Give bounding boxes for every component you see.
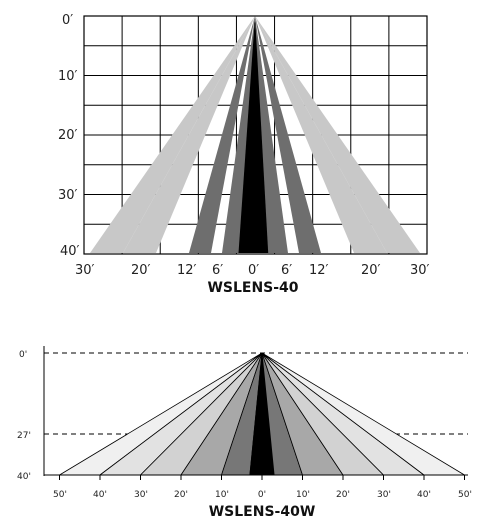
width-label-right-12: 12′ xyxy=(309,263,329,278)
detection-beam xyxy=(189,16,255,253)
distance-label-27: 27' xyxy=(17,431,31,441)
detection-beam xyxy=(123,16,255,253)
width-label-right-6: 6′ xyxy=(281,263,292,278)
width-label-left-10: 10' xyxy=(215,490,229,500)
detection-beam xyxy=(238,16,272,253)
width-label-left-6: 6′ xyxy=(212,263,223,278)
wslens-40-diagram: 0′ 10′ 20′ 30′ 40′ 30′ 20′ 12′ 6′ 0′ 6′ … xyxy=(58,13,430,296)
width-label-left-20: 20′ xyxy=(131,263,151,278)
width-label-left-30: 30' xyxy=(134,490,148,500)
detection-beam xyxy=(255,16,288,253)
grid-frame xyxy=(83,15,428,255)
width-label-left-20: 20' xyxy=(174,490,188,500)
width-label-right-20: 20′ xyxy=(361,263,381,278)
width-ticks xyxy=(59,475,465,480)
distance-label-20: 20′ xyxy=(58,128,78,143)
width-label-right-30: 30' xyxy=(377,490,391,500)
width-label-center-0: 0′ xyxy=(248,263,259,278)
distance-label-40: 40' xyxy=(17,472,31,482)
width-label-left-12: 12′ xyxy=(177,263,197,278)
distance-label-0: 0' xyxy=(19,350,27,360)
distance-label-0: 0′ xyxy=(62,13,73,28)
width-label-left-50: 50' xyxy=(53,490,67,500)
width-label-center-0: 0' xyxy=(258,490,266,500)
detection-beam xyxy=(255,16,420,253)
width-label-right-40: 40' xyxy=(417,490,431,500)
width-label-right-50: 50' xyxy=(458,490,472,500)
width-label-right-10: 10' xyxy=(296,490,310,500)
width-label-right-30: 30′ xyxy=(410,263,430,278)
detection-beam xyxy=(222,16,255,253)
detection-beam xyxy=(90,16,255,253)
detection-beam xyxy=(255,16,321,253)
width-label-right-20: 20' xyxy=(336,490,350,500)
width-label-left-30: 30′ xyxy=(75,263,95,278)
detection-beams xyxy=(59,352,465,476)
distance-label-30: 30′ xyxy=(58,188,78,203)
distance-label-10: 10′ xyxy=(58,69,78,84)
lens-model-title: WSLENS-40W xyxy=(209,504,316,520)
distance-label-40: 40′ xyxy=(60,244,80,259)
lens-model-title: WSLENS-40 xyxy=(207,280,298,296)
wslens-40w-diagram: 0' 27' 40' 50' 40' 30' 20' 10' 0' 10' 20… xyxy=(17,346,472,520)
detection-beams xyxy=(90,16,420,253)
width-label-left-40: 40' xyxy=(93,490,107,500)
